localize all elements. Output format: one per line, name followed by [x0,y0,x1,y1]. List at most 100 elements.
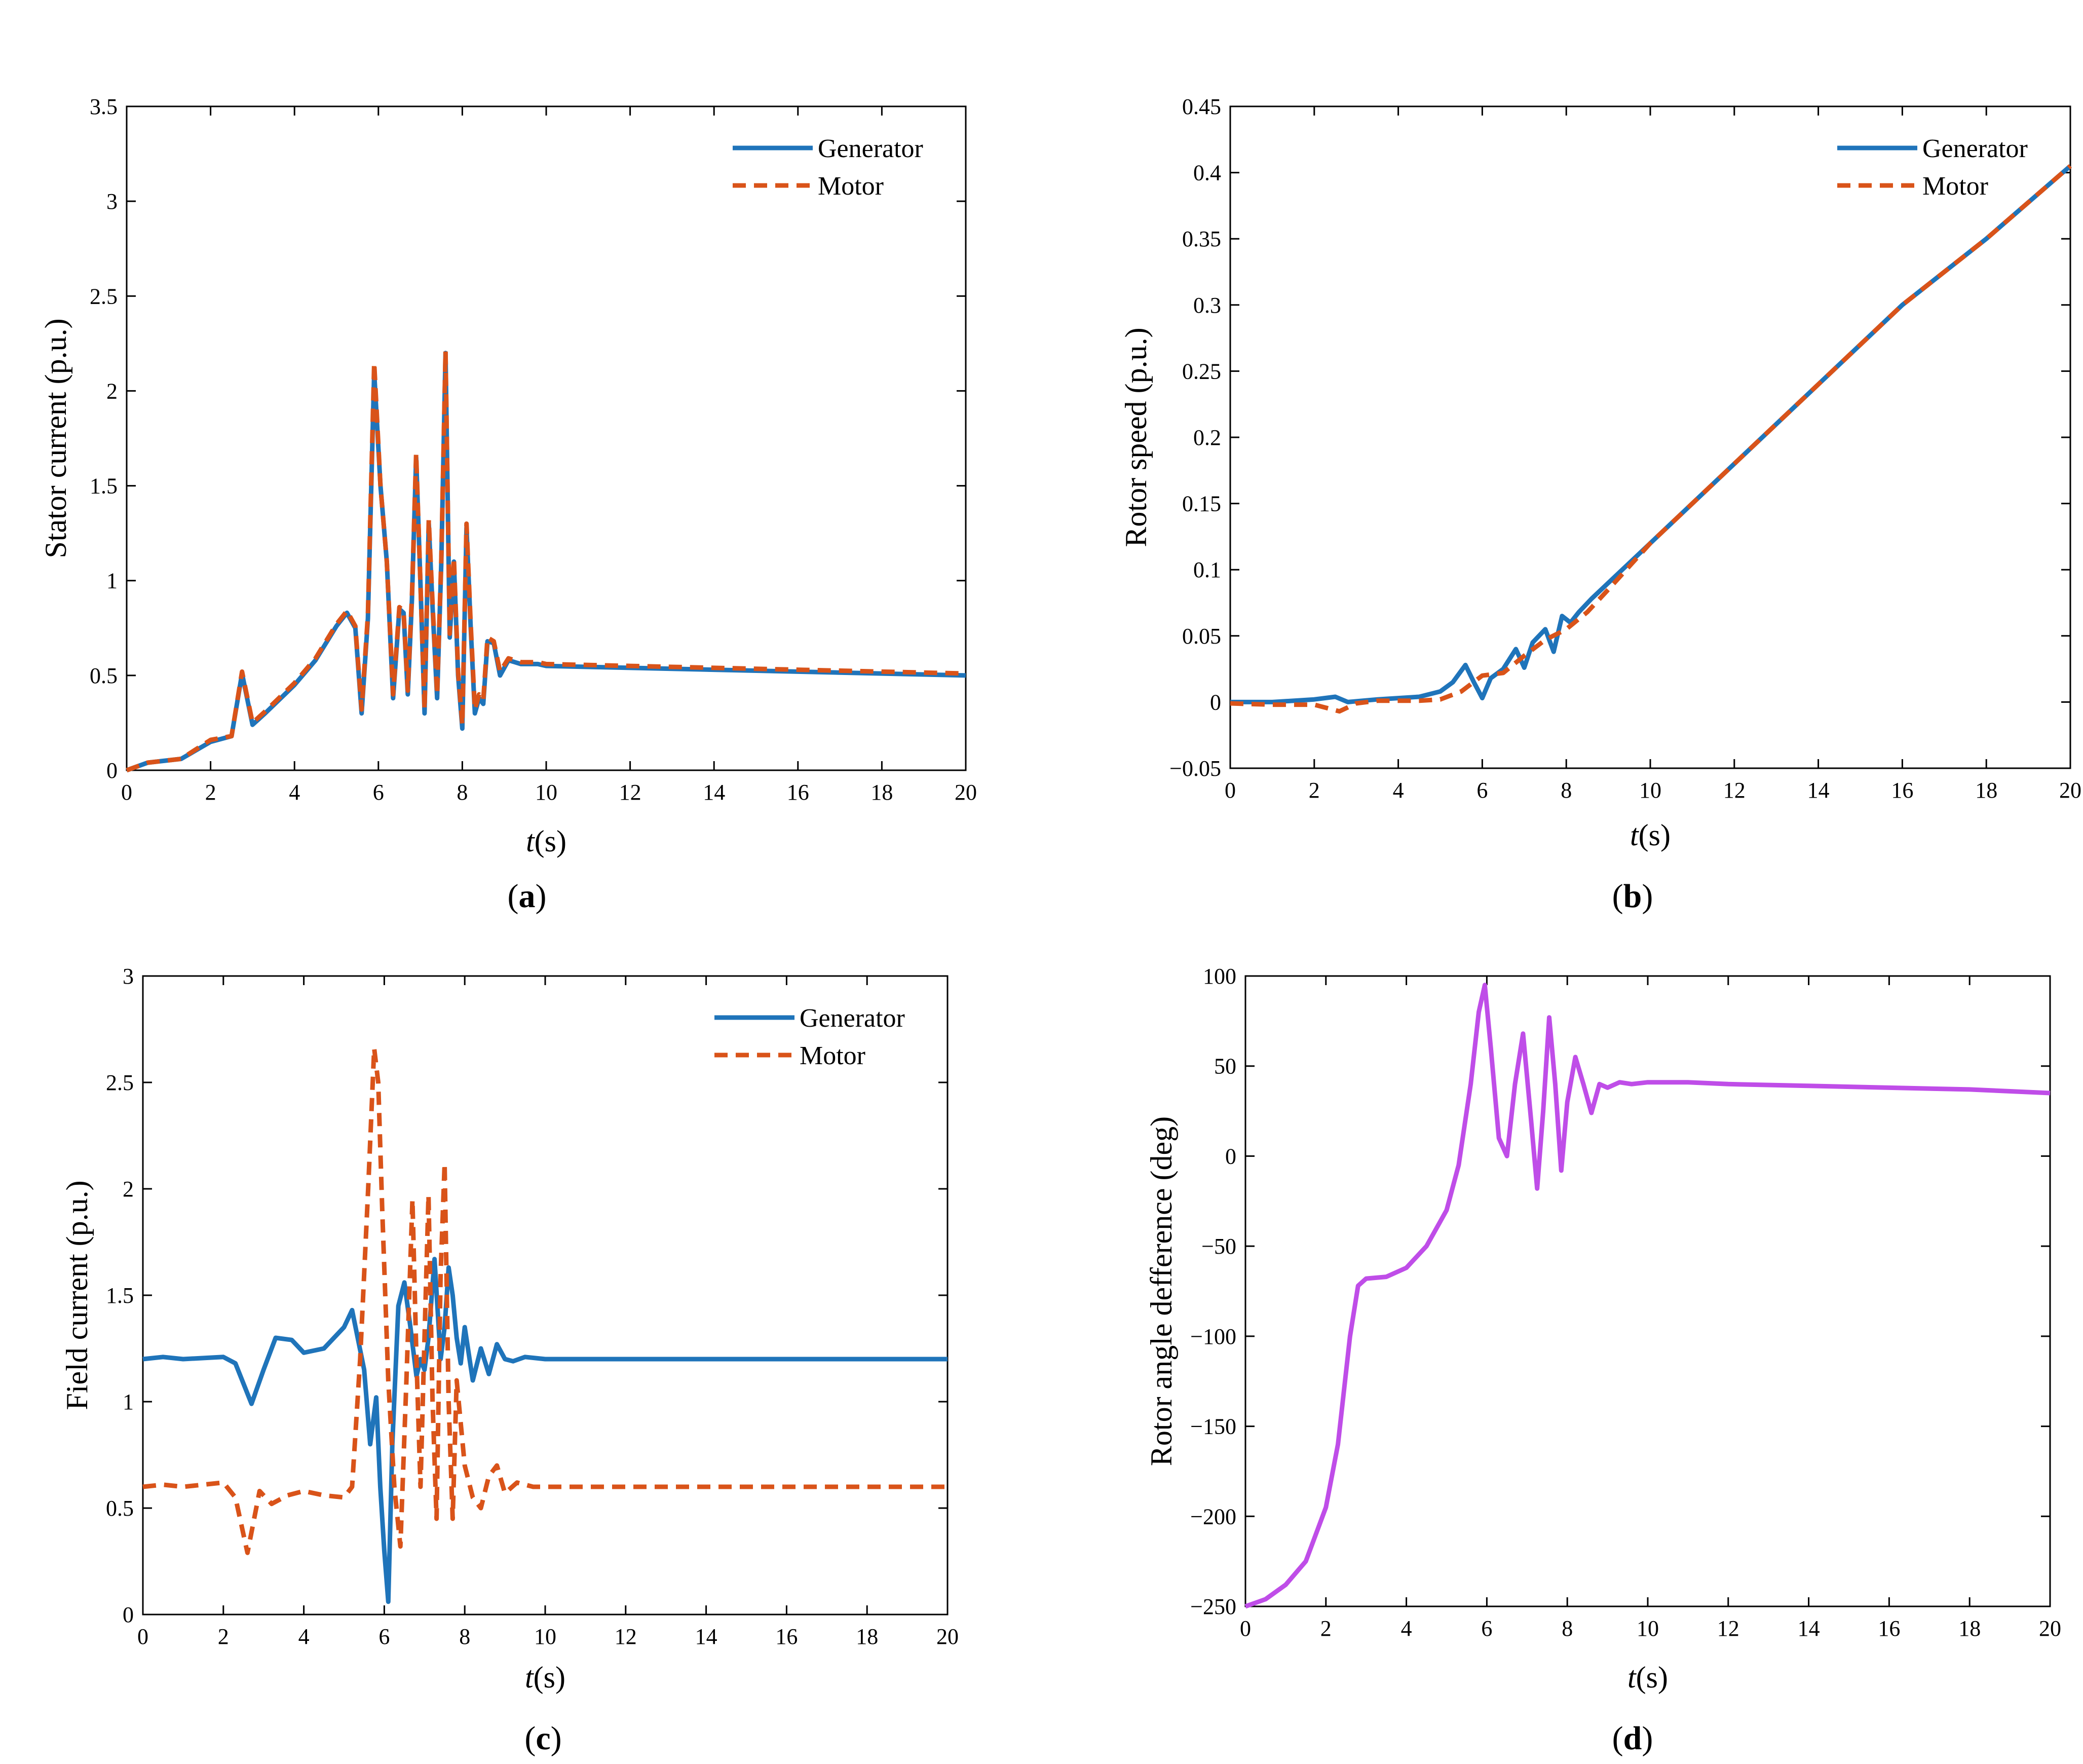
x-tick-label: 14 [703,780,725,805]
x-tick-label: 18 [1975,778,1997,803]
chart-panel-c: 0 2 4 6 8 10 12 14 16 18 20 0 0.5 1 1.5 2 2.5 3 Generator M… [60,964,959,1757]
panel-label-open: ( [1612,878,1623,915]
x-tick-label: 12 [1717,1616,1739,1641]
x-tick-label: 0 [137,1624,148,1649]
y-tick-label: −250 [1190,1594,1236,1619]
x-axis-variable: t [1627,1661,1637,1694]
panel-label-close: ) [1642,878,1653,915]
y-axis-label: Stator current (p.u.) [39,318,72,558]
y-tick-label: 1.5 [90,474,118,499]
x-axis-unit: (s) [1639,818,1671,852]
x-tick-label: 16 [1878,1616,1900,1641]
x-tick-label: 4 [1401,1616,1412,1641]
x-tick-label: 10 [535,780,557,805]
y-tick-label: 3.5 [90,94,118,119]
x-axis-label: t(s) [525,1661,565,1694]
y-tick-label: 0.05 [1182,624,1221,649]
panel-label: (b) [1612,878,1653,915]
x-tick-label: 8 [1562,1616,1573,1641]
series-line-rotor-angle-difference [1244,983,2051,1609]
x-tick-label: 14 [1798,1616,1820,1641]
y-tick-label: 1 [106,569,118,593]
legend: Generator Motor [714,1004,905,1070]
chart-panel-b: 0 2 4 6 8 10 12 14 16 18 20−0.0500.050.10.150.20.2… [1119,94,2081,915]
y-tick-label: 0.15 [1182,492,1221,516]
x-axis-unit: (s) [534,1661,565,1694]
series-line-generator [1230,164,2072,704]
series-line-motor [142,1046,948,1555]
y-axis-label: Rotor speed (p.u.) [1119,327,1153,547]
y-tick-label: −150 [1190,1414,1236,1439]
y-tick-label: 0.45 [1182,94,1221,119]
x-tick-label: 20 [2059,778,2081,803]
panel-label-close: ) [1642,1720,1653,1757]
x-tick-label: 2 [205,780,216,805]
legend-label: Generator [818,134,923,163]
y-tick-label: 0.25 [1182,359,1221,384]
y-tick-label: 0 [1225,1144,1236,1169]
x-tick-label: 2 [1320,1616,1332,1641]
y-tick-label: −200 [1190,1504,1236,1529]
x-tick-label: 8 [457,780,468,805]
chart-panel-a: 0 2 4 6 8 10 12 14 16 18 20 0 0.5 1 1.5 2 2.5 3 3.5 Generat… [39,94,977,915]
legend-label: Motor [800,1041,865,1070]
plot-area-frame [1244,975,2051,1607]
y-tick-label: 0 [106,758,118,783]
y-tick-label: 1 [123,1390,134,1414]
x-tick-label: 8 [459,1624,470,1649]
x-tick-label: 8 [1561,778,1572,803]
x-tick-label: 14 [1807,778,1830,803]
series-line-motor [126,349,966,773]
legend: Generator Motor [733,134,923,201]
panel-label: (a) [508,878,547,915]
series-line-generator [126,351,966,773]
x-tick-label: 4 [298,1624,310,1649]
y-tick-label: 0.3 [1193,293,1221,318]
x-tick-label: 18 [1958,1616,1981,1641]
y-tick-label: 2.5 [90,284,118,309]
legend: Generator Motor [1837,134,2028,201]
plot-area-frame [1229,105,2071,769]
legend-label: Motor [1922,172,1988,201]
x-tick-label: 6 [1481,1616,1492,1641]
x-axis-variable: t [1630,818,1639,852]
y-tick-label: 3 [123,964,134,989]
y-tick-label: −100 [1190,1324,1236,1349]
x-tick-label: 16 [775,1624,798,1649]
x-tick-label: 12 [1723,778,1746,803]
y-tick-label: 2 [123,1177,134,1202]
panel-label: (c) [524,1720,561,1757]
x-tick-label: 0 [121,780,132,805]
panel-label: (d) [1612,1720,1653,1757]
panel-label-letter: b [1623,878,1642,915]
x-tick-label: 20 [955,780,977,805]
y-tick-label: 2 [106,379,118,403]
x-tick-label: 2 [218,1624,229,1649]
x-tick-label: 6 [373,780,384,805]
panel-label-close: ) [551,1720,562,1757]
plot-area-frame [142,975,949,1616]
panel-label-open: ( [508,878,519,915]
y-tick-label: 0.35 [1182,227,1221,251]
y-tick-label: 2.5 [106,1070,134,1095]
x-tick-label: 16 [1891,778,1913,803]
y-tick-label: 50 [1214,1054,1236,1079]
panel-label-open: ( [524,1720,536,1757]
x-tick-label: 16 [787,780,809,805]
y-tick-label: 0.2 [1193,425,1221,450]
x-tick-label: 4 [289,780,300,805]
x-tick-label: 14 [695,1624,717,1649]
x-tick-label: 18 [856,1624,878,1649]
y-tick-label: 0.4 [1193,161,1221,185]
panel-label-letter: d [1623,1720,1642,1757]
x-axis-label: t(s) [1630,818,1671,852]
y-axis-label: Field current (p.u.) [60,1180,94,1410]
panel-label-open: ( [1612,1720,1623,1757]
x-tick-label: 6 [378,1624,390,1649]
y-tick-label: −0.05 [1169,756,1221,781]
x-tick-label: 2 [1309,778,1320,803]
panel-label-letter: a [519,878,536,915]
x-tick-label: 12 [619,780,641,805]
x-axis-label: t(s) [526,824,566,858]
